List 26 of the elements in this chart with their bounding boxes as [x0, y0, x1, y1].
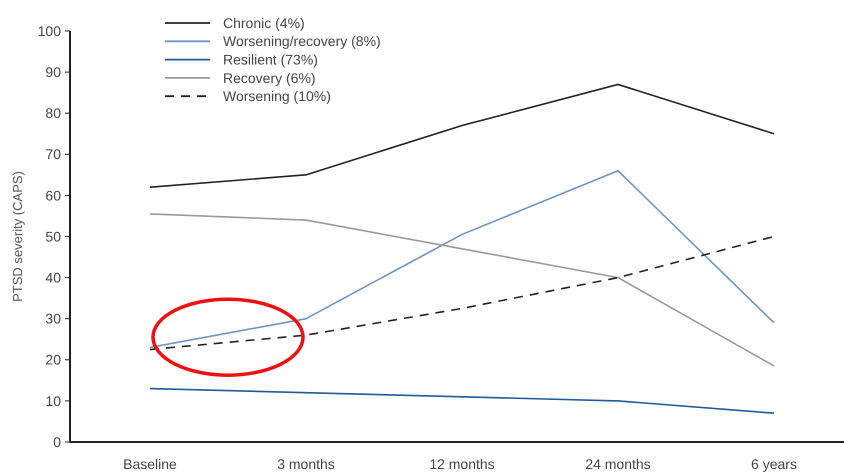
y-tick-label: 100	[38, 22, 62, 39]
legend-label: Chronic (4%)	[223, 14, 305, 31]
x-tick-label: 24 months	[585, 456, 651, 472]
y-tick-label: 10	[45, 392, 62, 409]
x-tick-label: Baseline	[123, 456, 178, 472]
legend-label: Recovery (6%)	[223, 70, 316, 86]
y-tick-label: 60	[45, 187, 62, 204]
y-tick-label: 80	[45, 105, 62, 122]
y-tick-label: 50	[45, 228, 62, 244]
y-tick-label: 90	[45, 64, 62, 80]
y-tick-label: 0	[53, 434, 62, 450]
line-series	[149, 388, 775, 414]
legend-label: Resilient (73%)	[223, 52, 318, 68]
legend-label: Worsening (10%)	[223, 88, 331, 104]
x-tick-label: 3 months	[277, 456, 335, 472]
x-tick-label: 12 months	[429, 456, 495, 472]
line-series	[149, 213, 775, 367]
y-tick-label: 30	[45, 310, 62, 327]
y-axis-title: PTSD severity (CAPS)	[10, 171, 25, 302]
line-series	[149, 236, 775, 350]
y-tick-label: 70	[45, 146, 62, 162]
y-tick-label: 20	[45, 352, 62, 368]
legend-label: Worsening/recovery (8%)	[223, 33, 381, 50]
line-series	[149, 170, 775, 348]
x-tick-label: 6 years	[751, 456, 797, 472]
y-tick-label: 40	[45, 270, 62, 286]
